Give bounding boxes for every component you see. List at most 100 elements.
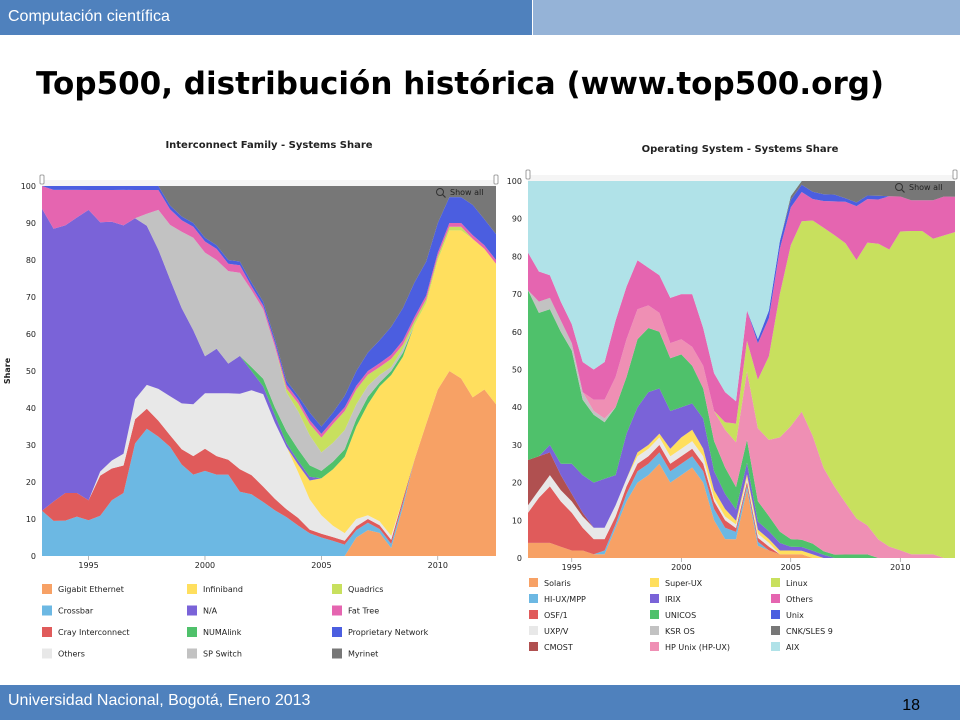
legend-item-proprietary-network[interactable]: Proprietary Network (332, 627, 429, 637)
area-aix[interactable] (528, 181, 955, 402)
range-handle-left[interactable] (39, 174, 45, 185)
legend-swatch (529, 578, 538, 587)
y-tick-label: 90 (26, 219, 36, 228)
legend-item-solaris[interactable]: Solaris (529, 578, 571, 588)
legend-swatch (771, 578, 780, 587)
y-tick-label: 60 (512, 328, 522, 337)
legend-swatch (529, 610, 538, 619)
legend-item-myrinet[interactable]: Myrinet (332, 648, 378, 659)
legend-swatch (771, 626, 780, 635)
slide-title: Top500, distribución histórica (www.top5… (36, 66, 885, 102)
legend-label: Infiniband (203, 585, 243, 594)
legend-item-linux[interactable]: Linux (771, 578, 808, 588)
y-tick-label: 40 (512, 403, 522, 412)
y-tick-label: 90 (512, 215, 522, 224)
area-gigabit-ethernet[interactable] (42, 371, 496, 556)
show-all-label: Show all (450, 188, 483, 197)
legend-label: Linux (786, 579, 808, 588)
legend-item-quadrics[interactable]: Quadrics (332, 584, 383, 594)
y-tick-label: 50 (26, 367, 36, 376)
area-irix[interactable] (528, 388, 955, 558)
x-tick-label: 1995 (78, 561, 98, 570)
legend-label: HI-UX/MPP (544, 595, 586, 604)
x-tick-label: 2000 (671, 563, 691, 572)
legend-item-hp-unix-hp-ux[interactable]: HP Unix (HP-UX) (650, 642, 730, 652)
legend-item-others[interactable]: Others (771, 594, 813, 604)
area-uxp-v[interactable] (528, 437, 955, 558)
legend-label: CNK/SLES 9 (786, 627, 833, 636)
range-handle-left[interactable] (525, 169, 531, 180)
chart-title: Interconnect Family - Systems Share (165, 140, 372, 151)
range-handle-right[interactable] (493, 174, 499, 185)
legend-item-fat-tree[interactable]: Fat Tree (332, 605, 379, 616)
area-n-a[interactable] (42, 208, 496, 511)
interconnect-chart: Interconnect Family - Systems Share Show … (4, 140, 499, 659)
legend-swatch (650, 610, 659, 619)
legend-label: AIX (786, 643, 800, 652)
y-tick-label: 30 (512, 441, 522, 450)
legend-swatch (332, 648, 342, 659)
legend-item-irix[interactable]: IRIX (650, 594, 681, 604)
area-hp-unix-hp-ux[interactable] (528, 290, 955, 558)
legend-swatch (771, 642, 780, 651)
area-others[interactable] (42, 371, 496, 541)
legend-item-cmost[interactable]: CMOST (529, 642, 573, 652)
header-bar-accent (533, 0, 960, 35)
legend-label: Cray Interconnect (58, 628, 130, 637)
legend-item-super-ux[interactable]: Super-UX (650, 578, 703, 588)
y-tick-label: 100 (21, 182, 36, 191)
legend-item-unicos[interactable]: UNICOS (650, 610, 696, 620)
legend-swatch (332, 605, 342, 616)
legend-swatch (42, 605, 52, 616)
legend-item-osf-1[interactable]: OSF/1 (529, 610, 568, 620)
area-osf-1[interactable] (528, 444, 955, 558)
legend-label: Fat Tree (348, 607, 379, 616)
legend-item-n-a[interactable]: N/A (187, 605, 218, 616)
legend-swatch (42, 584, 52, 594)
area-linux[interactable] (528, 220, 955, 559)
legend-swatch (42, 627, 52, 637)
area-crossbar[interactable] (42, 371, 496, 556)
legend-label: IRIX (665, 595, 681, 604)
y-tick-label: 20 (26, 478, 36, 487)
area-proprietary-network[interactable] (42, 186, 496, 434)
legend-label: CMOST (544, 643, 573, 652)
legend-item-cnk-sles-9[interactable]: CNK/SLES 9 (771, 626, 833, 636)
legend-item-gigabit-ethernet[interactable]: Gigabit Ethernet (42, 584, 124, 594)
legend-item-cray-interconnect[interactable]: Cray Interconnect (42, 627, 130, 637)
area-unicos[interactable] (528, 290, 955, 558)
area-sp-switch[interactable] (42, 208, 496, 471)
legend-item-ksr-os[interactable]: KSR OS (650, 626, 695, 636)
y-tick-label: 70 (26, 293, 36, 302)
area-infiniband[interactable] (42, 230, 496, 536)
legend-item-infiniband[interactable]: Infiniband (187, 584, 243, 594)
range-handle-right[interactable] (952, 169, 958, 180)
x-tick-label: 2005 (781, 563, 801, 572)
area-myrinet[interactable] (42, 186, 496, 427)
legend-label: KSR OS (665, 627, 695, 636)
legend-item-sp-switch[interactable]: SP Switch (187, 648, 242, 659)
show-all-button[interactable]: Show all (895, 183, 943, 193)
legend-item-uxp-v[interactable]: UXP/V (529, 626, 569, 636)
legend-label: N/A (203, 607, 218, 616)
legend-item-numalink[interactable]: NUMAlink (187, 627, 242, 637)
show-all-button[interactable]: Show all (436, 188, 484, 198)
legend-swatch (771, 594, 780, 603)
y-tick-label: 100 (507, 177, 522, 186)
x-tick-label: 2000 (195, 561, 215, 570)
legend-label: Solaris (544, 579, 571, 588)
legend-swatch (187, 627, 197, 637)
area-solaris[interactable] (528, 463, 955, 558)
y-tick-label: 30 (26, 441, 36, 450)
legend-item-hi-ux-mpp[interactable]: HI-UX/MPP (529, 594, 586, 604)
footer-bar (0, 685, 960, 720)
area-others[interactable] (528, 192, 955, 424)
legend-item-others[interactable]: Others (42, 648, 85, 659)
legend-label: UXP/V (544, 627, 569, 636)
legend-item-crossbar[interactable]: Crossbar (42, 605, 94, 616)
legend-label: Quadrics (348, 585, 383, 594)
area-hi-ux-mpp[interactable] (528, 452, 955, 558)
legend-item-unix[interactable]: Unix (771, 610, 804, 620)
area-super-ux[interactable] (528, 429, 955, 558)
legend-item-aix[interactable]: AIX (771, 642, 800, 652)
